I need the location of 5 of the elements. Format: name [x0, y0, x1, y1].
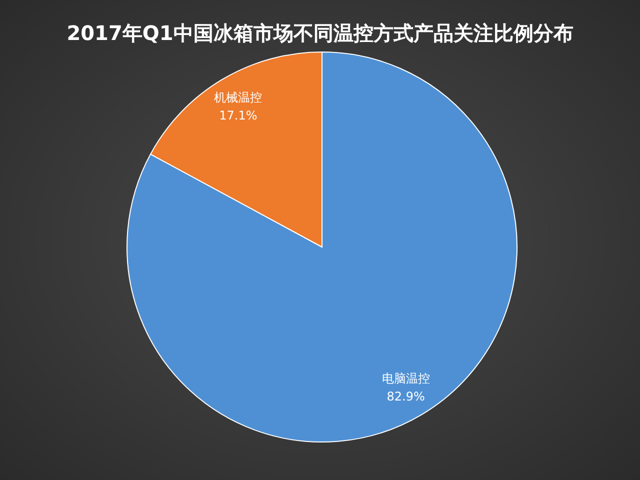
chart-title: 2017年Q1中国冰箱市场不同温控方式产品关注比例分布 [66, 21, 574, 45]
slice-label: 机械温控 [214, 90, 262, 104]
data-label: 82.9% [386, 390, 425, 404]
slice-label: 电脑温控 [382, 372, 430, 386]
data-label: 17.1% [219, 108, 258, 122]
